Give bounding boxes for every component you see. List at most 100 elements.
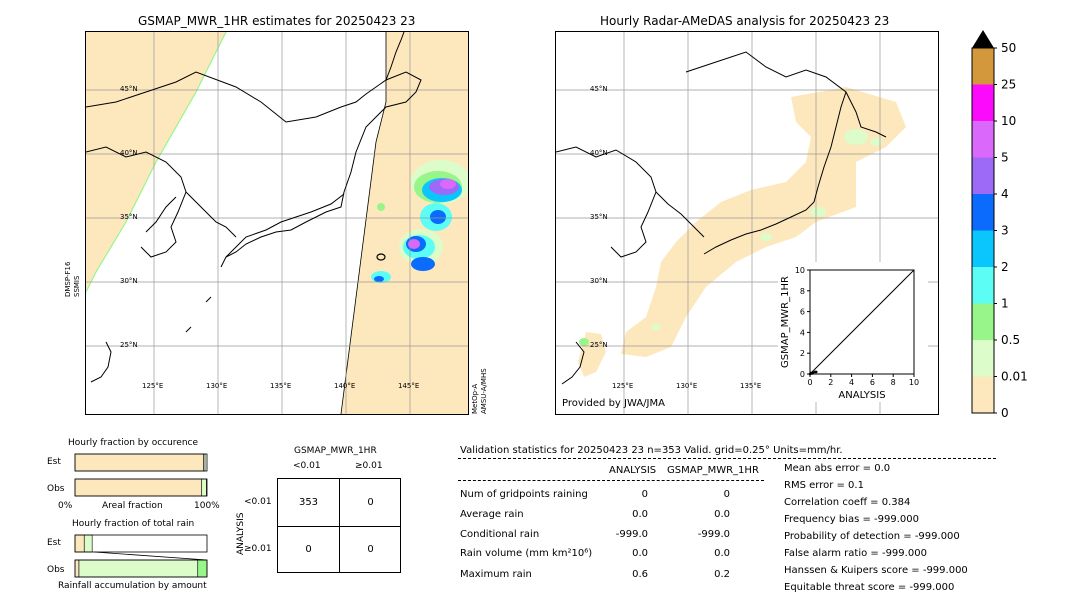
totalrain-bar-frame: [74, 534, 208, 553]
score-line: Frequency bias = -999.000: [784, 514, 919, 525]
left-map-gridlines: [86, 32, 468, 414]
totalrain-segment: [83, 534, 93, 553]
colorbar-canvas: 0 0.01 0.5 1 2 3 4 5 10 25 50: [971, 30, 1028, 420]
rain-blob: [374, 276, 384, 282]
cont-hline: [278, 526, 400, 527]
scatter-xtick-label: 0: [807, 378, 812, 387]
colorbar-tick-label: 2: [1001, 260, 1009, 274]
colorbar-segment: [972, 376, 994, 413]
scatter-ytick-label: 4: [800, 328, 805, 337]
colorbar-segment: [972, 84, 994, 121]
score-line: Correlation coeff = 0.384: [784, 497, 911, 508]
right-lat-label: 30°N: [590, 277, 608, 285]
occurrence-segment: [201, 478, 207, 497]
left-map-title: GSMAP_MWR_1HR estimates for 20250423 23: [138, 14, 416, 28]
left-swath-edge: [86, 32, 227, 293]
occ-xlabel: Areal fraction: [102, 501, 163, 511]
right-map-canvas: [556, 32, 938, 414]
credit-label: Provided by JWA/JMA: [562, 398, 665, 409]
occ-tick-1: 100%: [194, 501, 220, 511]
rain-blob: [440, 179, 456, 189]
rain-blob: [408, 239, 420, 249]
colorbar-segment: [972, 157, 994, 194]
left-lat-label: 40°N: [120, 149, 138, 157]
right-lat-label: 35°N: [590, 213, 608, 221]
left-lat-label: 45°N: [120, 85, 138, 93]
occ-obs-label: Obs: [47, 484, 65, 494]
score-line: Mean abs error = 0.0: [784, 463, 891, 474]
occurrence-chart: [74, 452, 208, 498]
scatter-xtick-label: 8: [891, 378, 896, 387]
left-map: 45°N 40°N 35°N 30°N 25°N 125°E 130°E 135…: [85, 31, 469, 415]
scatter-point: [814, 370, 818, 374]
left-lat-label: 35°N: [120, 213, 138, 221]
stat-label: Average rain: [460, 509, 524, 520]
rain-blob: [579, 338, 589, 346]
left-lon-label: 135°E: [270, 382, 292, 390]
rain-blob: [810, 207, 826, 217]
cont-cell: 0: [367, 544, 374, 555]
scatter-inset: 0 2 4 6 8 10 0 2 4 6 8 10 ANALYSIS GSMAP_MWR_1HR: [778, 262, 928, 402]
scatter-xtick-label: 4: [849, 378, 854, 387]
colorbar-segment: [972, 230, 994, 267]
col-analysis: ANALYSIS: [609, 465, 657, 476]
right-lon-label: 125°E: [612, 382, 634, 390]
cont-cell: 353: [298, 497, 319, 508]
stat-gsmap: 0: [723, 489, 730, 500]
score-line: RMS error = 0.1: [784, 480, 864, 491]
left-lon-label: 130°E: [206, 382, 228, 390]
occurrence-bar-frame: [74, 478, 208, 497]
stat-analysis: 0.0: [632, 548, 648, 559]
stat-gsmap: 0.0: [714, 548, 730, 559]
scatter-xtick-label: 6: [870, 378, 875, 387]
colorbar-tick-label: 4: [1001, 187, 1009, 201]
rain-blob: [870, 138, 882, 146]
colorbar-tick-label: 10: [1001, 114, 1016, 128]
colorbar-segment: [972, 121, 994, 158]
score-line: Probability of detection = -999.000: [784, 531, 960, 542]
left-map-coastlines: [86, 32, 422, 383]
totalrain-title: Hourly fraction of total rain: [72, 519, 195, 529]
stat-label: Rain volume (mm km²10⁶): [460, 548, 593, 559]
scatter-diagonal: [809, 269, 915, 375]
right-lat-label: 25°N: [590, 341, 608, 349]
right-lat-label: 45°N: [590, 85, 608, 93]
left-sat-label-2: SSMIS: [73, 275, 81, 297]
validation-header: Validation statistics for 20250423 23 n=…: [460, 445, 843, 456]
coverage-area: [621, 87, 906, 357]
stat-analysis: 0: [641, 489, 648, 500]
right-lon-label: 130°E: [676, 382, 698, 390]
rain-blob: [430, 210, 446, 224]
left-lat-label: 25°N: [120, 341, 138, 349]
colorbar-segment: [972, 267, 994, 304]
colorbar-extend-arrow: [972, 30, 994, 48]
left-map-canvas: [86, 32, 468, 414]
colorbar-tick-label: 0: [1001, 406, 1009, 418]
scatter-point: [811, 371, 815, 374]
right-swath-fill: [341, 32, 468, 414]
scatter-canvas: 0 2 4 6 8 10 0 2 4 6 8 10 ANALYSIS GSMAP_MWR_1HR: [780, 266, 919, 401]
scatter-ylabel: GSMAP_MWR_1HR: [780, 276, 791, 368]
stat-analysis: 0.0: [632, 509, 648, 520]
contingency-table: 353 0 0 0: [277, 478, 401, 573]
totalrain-segment: [74, 559, 80, 578]
cont-cell: 0: [305, 544, 312, 555]
cont-col-1: ≥0.01: [355, 461, 383, 471]
stat-analysis: 0.6: [632, 569, 648, 580]
scatter-ytick-label: 0: [800, 370, 805, 379]
scatter-xlabel: ANALYSIS: [838, 390, 885, 401]
colorbar-tick-label: 3: [1001, 224, 1009, 238]
score-line: Hanssen & Kuipers score = -999.000: [784, 565, 968, 576]
colorbar-segment: [972, 340, 994, 377]
right-map-title: Hourly Radar-AMeDAS analysis for 2025042…: [600, 14, 890, 28]
right-lon-label: 135°E: [740, 382, 762, 390]
totalrain-connector: [93, 551, 208, 561]
cont-row-0: <0.01: [244, 497, 272, 507]
rain-blob: [411, 257, 435, 271]
colorbar-tick-label: 50: [1001, 41, 1016, 55]
validation-divider-2: [458, 480, 764, 481]
occ-tick-0: 0%: [58, 501, 73, 511]
swath-boundary: [340, 32, 387, 414]
scatter-xtick-label: 2: [828, 378, 833, 387]
scatter-ytick-label: 8: [800, 287, 805, 296]
